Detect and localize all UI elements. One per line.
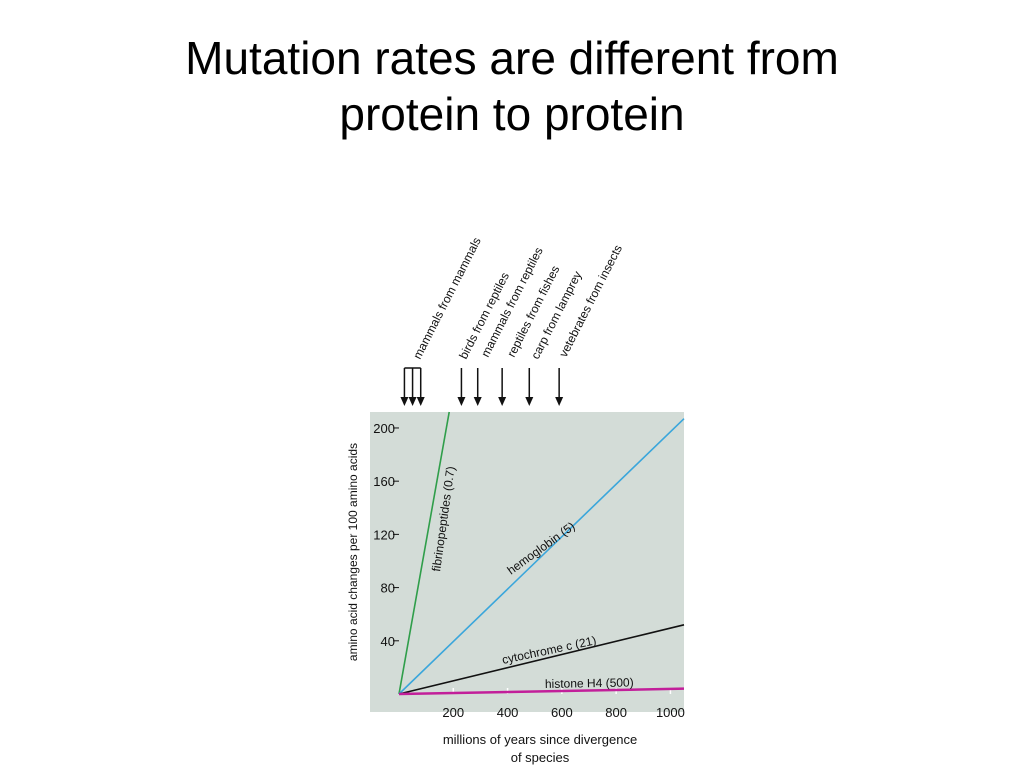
series-label-histone: histone H4 (500) xyxy=(545,675,634,691)
divergence-arrow-head xyxy=(498,397,507,406)
divergence-arrow-head xyxy=(416,397,425,406)
divergence-arrow-head xyxy=(555,397,564,406)
series-line-histone xyxy=(398,687,685,696)
series-lines xyxy=(398,411,685,696)
slide-title: Mutation rates are different from protei… xyxy=(0,30,1024,142)
axis-ticks: 40 80 120 160 200 200 400 600 800 1000 xyxy=(373,421,685,720)
series-line-cytochrome xyxy=(398,624,685,695)
divergence-arrow-head xyxy=(400,397,409,406)
y-tick-label: 80 xyxy=(381,581,395,596)
x-tick-label: 800 xyxy=(605,705,627,720)
x-tick-label: 600 xyxy=(551,705,573,720)
y-tick-label: 120 xyxy=(373,527,395,542)
x-tick-label: 400 xyxy=(497,705,519,720)
slide-title-line2: protein to protein xyxy=(339,88,685,140)
y-tick-label: 40 xyxy=(381,634,395,649)
divergence-arrow-head xyxy=(525,397,534,406)
slide-title-line1: Mutation rates are different from xyxy=(185,32,839,84)
y-tick-label: 160 xyxy=(373,474,395,489)
x-tick-label: 200 xyxy=(442,705,464,720)
divergence-arrow-head xyxy=(473,397,482,406)
y-tick-label: 200 xyxy=(373,421,395,436)
y-axis-label: amino acid changes per 100 amino acids xyxy=(346,443,360,661)
divergence-arrow-head xyxy=(408,397,417,406)
divergence-arrow-head xyxy=(457,397,466,406)
x-tick-label: 1000 xyxy=(656,705,685,720)
x-axis-label-line1: millions of years since divergence xyxy=(443,732,637,747)
series-line-fibrinopeptides xyxy=(398,411,451,695)
series-line-hemoglobin xyxy=(398,418,685,695)
x-axis-label-line2: of species xyxy=(511,750,570,765)
